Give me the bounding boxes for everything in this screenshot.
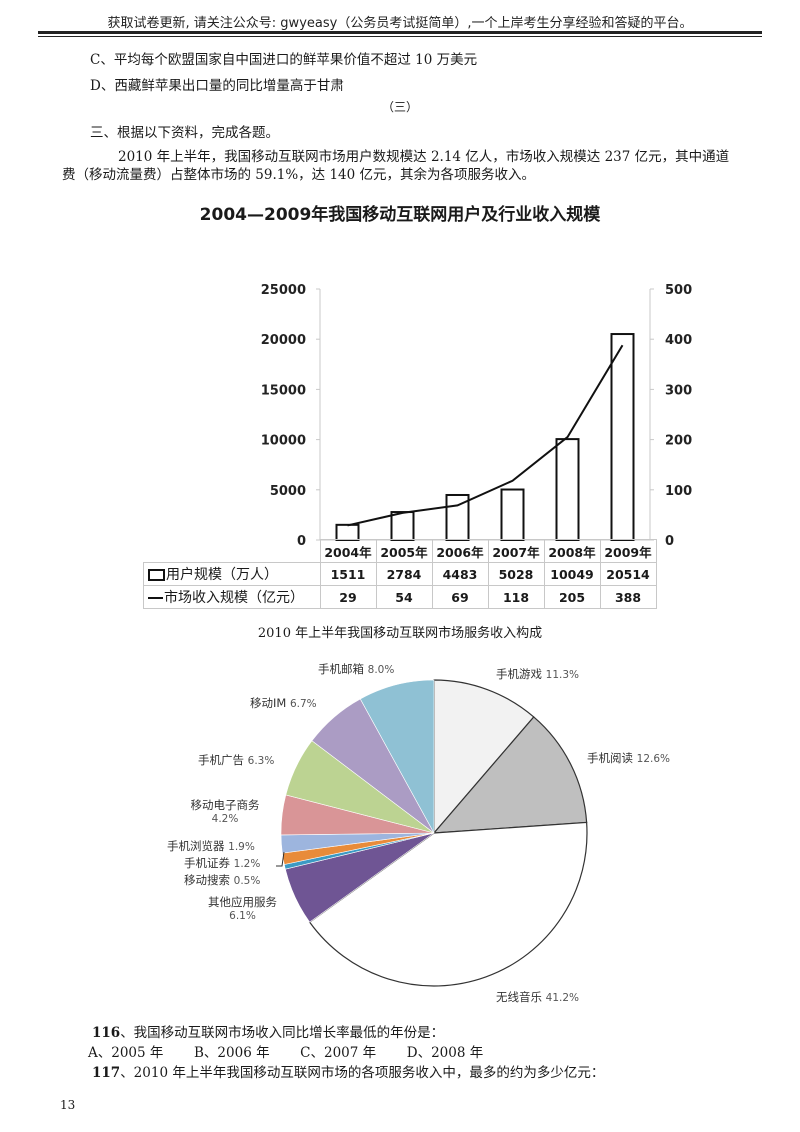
pie-label-securities: 手机证券 1.2% [184, 856, 261, 870]
table-row: 用户规模（万人） 1511 2784 4483 5028 10049 20514 [143, 562, 657, 586]
table-cell: 2784 [375, 562, 433, 586]
svg-text:5000: 5000 [270, 484, 306, 499]
category-cell: 2004年 [319, 539, 377, 563]
table-header-row: 2004年 2005年 2006年 2007年 2008年 2009年 [144, 539, 657, 563]
table-cell: 5028 [487, 562, 545, 586]
svg-text:25000: 25000 [261, 283, 306, 298]
pie-label-other: 其他应用服务 6.1% [208, 895, 277, 922]
svg-text:300: 300 [665, 383, 692, 398]
pie-chart-title: 2010 年上半年我国移动互联网市场服务收入构成 [257, 626, 543, 641]
passage-line-2: 费（移动流量费）占整体市场的 59.1%，达 140 亿元，其余为各项服务收入。 [62, 167, 536, 183]
svg-text:20000: 20000 [261, 333, 306, 348]
table-cell: 20514 [599, 562, 657, 586]
option-d[interactable]: D、2008 年 [406, 1045, 484, 1061]
pie-slice-手机阅读 [432, 716, 588, 834]
table-cell: 10049 [543, 562, 601, 586]
passage-line-1: 2010 年上半年，我国移动互联网市场用户数规模达 2.14 亿人，市场收入规模… [118, 149, 730, 165]
svg-text:100: 100 [665, 484, 692, 499]
question-116: 116、我国移动互联网市场收入同比增长率最低的年份是： [92, 1025, 445, 1041]
table-row: 市场收入规模（亿元） 29 54 69 118 205 388 [143, 585, 657, 609]
pie-slice-手机游戏 [433, 679, 535, 835]
pie-label-email: 手机邮箱 8.0% [318, 662, 395, 676]
pie-label-ecommerce: 移动电子商务 4.2% [190, 798, 260, 825]
option-d: D、西藏鲜苹果出口量的同比增量高于甘肃 [90, 78, 344, 94]
chart-data-table: 2004年 2005年 2006年 2007年 2008年 2009年 用户规模… [143, 539, 657, 609]
table-cell: 69 [431, 585, 489, 609]
option-a[interactable]: A、2005 年 [88, 1045, 164, 1061]
section-instruction: 三、根据以下资料，完成各题。 [90, 125, 279, 141]
pie-slice-手机邮箱 [359, 679, 435, 834]
chart-title: 2004—2009年我国移动互联网用户及行业收入规模 [199, 205, 601, 225]
category-cell: 2006年 [431, 539, 489, 563]
option-b[interactable]: B、2006 年 [194, 1045, 270, 1061]
revenue-line [347, 344, 624, 527]
pie-label-search: 移动搜索 0.5% [184, 873, 261, 887]
pie-label-games: 手机游戏 11.3% [496, 667, 580, 681]
table-cell: 29 [319, 585, 377, 609]
page-number: 13 [60, 1098, 76, 1112]
pie-label-browser: 手机浏览器 1.9% [167, 839, 255, 853]
svg-text:500: 500 [665, 283, 692, 298]
svg-text:0: 0 [297, 534, 306, 549]
svg-text:400: 400 [665, 333, 692, 348]
question-117: 117、2010 年上半年我国移动互联网市场的各项服务收入中，最多的约为多少亿元… [92, 1065, 605, 1081]
pie-label-ads: 手机广告 6.3% [198, 753, 275, 767]
svg-text:200: 200 [665, 434, 692, 449]
question-116-options: A、2005 年 B、2006 年 C、2007 年 D、2008 年 [88, 1041, 483, 1061]
table-cell: 118 [487, 585, 545, 609]
svg-text:10000: 10000 [261, 434, 306, 449]
legend-revenue: 市场收入规模（亿元） [143, 585, 321, 609]
table-cell: 54 [375, 585, 433, 609]
line-legend-icon [148, 597, 163, 599]
legend-users: 用户规模（万人） [143, 562, 321, 586]
header-notice: 获取试卷更新, 请关注公众号: gwyeasy（公务员考试挺简单）,一个上岸考生… [107, 16, 693, 31]
svg-text:15000: 15000 [261, 383, 306, 398]
pie-label-im: 移动IM 6.7% [250, 696, 317, 710]
pie-chart [276, 679, 588, 987]
category-cell: 2008年 [543, 539, 601, 563]
pie-label-reading: 手机阅读 12.6% [587, 751, 671, 765]
leader-line [276, 851, 285, 867]
table-cell: 4483 [431, 562, 489, 586]
option-c: C、平均每个欧盟国家自中国进口的鲜苹果价值不超过 10 万美元 [90, 52, 478, 68]
section-number: （三） [381, 100, 418, 114]
pie-slice-无线音乐 [308, 821, 588, 987]
table-cell: 388 [599, 585, 657, 609]
option-c[interactable]: C、2007 年 [300, 1045, 377, 1061]
header-rule [38, 31, 762, 34]
svg-text:0: 0 [665, 534, 674, 549]
header-rule-thin [38, 36, 762, 37]
bar-legend-icon [148, 569, 165, 581]
pie-label-music: 无线音乐 41.2% [496, 990, 580, 1004]
